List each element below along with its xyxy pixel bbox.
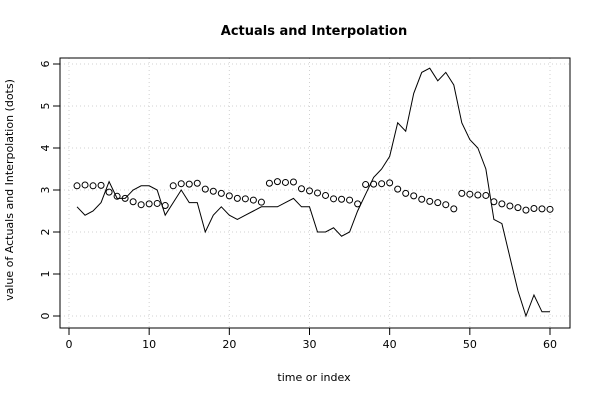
series [73, 67, 554, 318]
interpolation-point [370, 180, 378, 188]
interpolation-point [209, 187, 217, 195]
x-tick-label: 40 [383, 338, 397, 351]
interpolation-point [506, 202, 514, 210]
interpolation-point [273, 178, 281, 186]
chart-title: Actuals and Interpolation [221, 24, 407, 39]
interpolation-point [81, 181, 89, 189]
interpolation-point [498, 200, 506, 208]
interpolation-point [265, 179, 273, 187]
axes: 0 10 20 30 40 50 60 0 1 2 3 4 5 6 [39, 61, 557, 352]
interpolation-point [546, 205, 554, 213]
interpolation-point [129, 198, 137, 206]
interpolation-point [185, 180, 193, 188]
x-tick-label: 10 [142, 338, 156, 351]
interpolation-point [281, 178, 289, 186]
interpolation-point [201, 185, 209, 193]
y-tick-label: 6 [39, 61, 52, 68]
interpolation-point [530, 204, 538, 212]
y-axis-label: value of Actuals and Interpolation (dots… [3, 79, 16, 301]
interpolation-point [177, 180, 185, 188]
actuals-line [76, 67, 550, 318]
x-axis-label: time or index [277, 371, 351, 384]
interpolation-point [193, 179, 201, 187]
interpolation-point [330, 195, 338, 203]
interpolation-point [306, 187, 313, 195]
interpolation-point [225, 192, 233, 200]
interpolation-point [105, 188, 113, 196]
interpolation-point [338, 195, 346, 203]
interpolation-point [289, 178, 297, 186]
interpolation-point [538, 205, 546, 213]
interpolation-point [362, 181, 370, 189]
interpolation-point [514, 204, 522, 212]
interpolation-point [314, 189, 322, 197]
interpolation-point [113, 192, 121, 200]
x-tick-label: 20 [222, 338, 236, 351]
interpolation-point [97, 181, 105, 189]
interpolation-point [354, 200, 362, 208]
interpolation-point [153, 199, 161, 207]
interpolation-point [522, 206, 530, 214]
x-tick-label: 0 [66, 338, 73, 351]
y-tick-label: 4 [39, 145, 52, 152]
interpolation-point [137, 201, 145, 209]
interpolation-point [322, 191, 330, 199]
y-tick-label: 3 [39, 187, 52, 194]
interpolation-point [458, 189, 466, 197]
interpolation-point [169, 182, 177, 190]
interpolation-point [249, 196, 257, 204]
interpolation-point [426, 197, 434, 205]
interpolation-point [233, 194, 241, 202]
x-tick-label: 60 [543, 338, 557, 351]
interpolation-point [257, 198, 265, 206]
y-tick-label: 1 [39, 271, 52, 278]
interpolation-point [394, 185, 402, 193]
interpolation-point [410, 192, 418, 200]
interpolation-point [474, 191, 482, 199]
y-tick-label: 5 [39, 103, 52, 110]
interpolation-point [490, 198, 498, 206]
interpolation-point [121, 194, 129, 202]
x-tick-label: 30 [303, 338, 317, 351]
interpolation-point [386, 179, 394, 187]
y-tick-label: 0 [39, 313, 52, 320]
interpolation-point [466, 190, 474, 198]
interpolation-point [450, 205, 458, 213]
interpolation-point [73, 182, 81, 190]
interpolation-point [378, 180, 386, 188]
interpolation-point [217, 189, 225, 197]
grid [60, 58, 570, 328]
interpolation-point [434, 199, 442, 207]
interpolation-point [89, 182, 97, 190]
interpolation-point [482, 191, 490, 199]
interpolation-point [442, 201, 450, 209]
y-tick-label: 2 [39, 229, 52, 236]
interpolation-point [346, 196, 354, 204]
interpolation-point [161, 202, 169, 210]
interpolation-point [418, 195, 426, 203]
interpolation-point [145, 200, 153, 208]
interpolation-point [241, 195, 249, 203]
x-tick-label: 50 [463, 338, 477, 351]
interpolation-point [297, 185, 305, 193]
interpolation-point [402, 189, 410, 197]
